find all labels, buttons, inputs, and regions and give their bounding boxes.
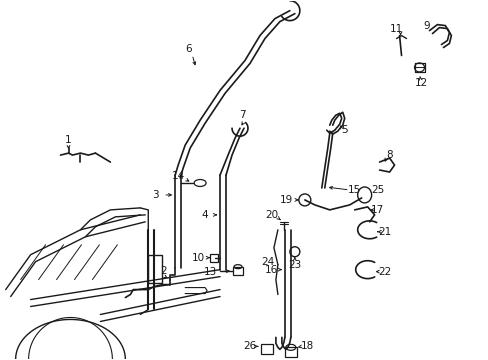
Text: 23: 23 [287, 260, 301, 270]
Text: 1: 1 [65, 135, 72, 145]
Text: 9: 9 [422, 21, 429, 31]
Text: 6: 6 [184, 44, 191, 54]
Bar [285, 347, 296, 357]
Text: 18: 18 [301, 341, 314, 351]
Text: 10: 10 [191, 253, 204, 263]
Text: 7: 7 [238, 110, 245, 120]
Bar [233, 267, 243, 275]
Text: 16: 16 [265, 265, 278, 275]
Bar [210, 254, 218, 262]
Text: 20: 20 [265, 210, 278, 220]
Text: 5: 5 [341, 125, 347, 135]
Text: 12: 12 [414, 78, 427, 88]
Text: 3: 3 [152, 190, 158, 200]
Text: 15: 15 [347, 185, 361, 195]
Text: 4: 4 [202, 210, 208, 220]
Text: 2: 2 [160, 266, 166, 276]
Text: 8: 8 [386, 150, 392, 160]
Text: 17: 17 [370, 205, 384, 215]
Bar [261, 345, 272, 354]
Text: 13: 13 [203, 267, 216, 276]
Text: 14: 14 [171, 171, 184, 181]
Text: 19: 19 [280, 195, 293, 205]
Text: 24: 24 [261, 257, 274, 267]
Text: 22: 22 [377, 267, 390, 276]
Text: 25: 25 [370, 185, 384, 195]
Bar [148, 255, 162, 283]
Text: 26: 26 [243, 341, 256, 351]
Text: 21: 21 [377, 227, 390, 237]
Text: 11: 11 [389, 24, 403, 33]
